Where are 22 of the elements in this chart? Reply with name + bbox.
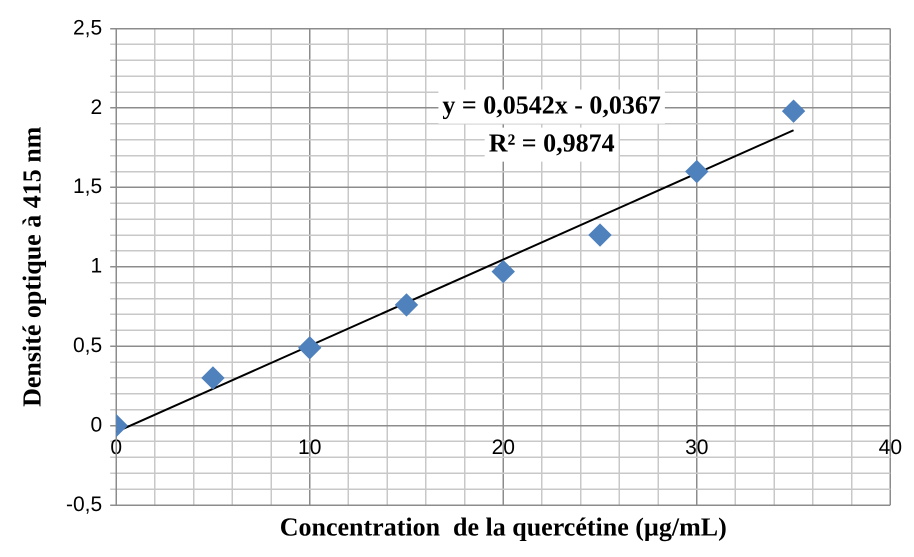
y-tick-label: -0,5: [66, 492, 102, 516]
y-tick-label: 1,5: [72, 175, 102, 198]
annotation: R² = 0,9874: [488, 128, 615, 158]
x-axis-title: Concentration de la quercétine (µg/mL): [280, 512, 727, 542]
y-tick-label: 1: [90, 254, 102, 278]
x-tick-label: 10: [298, 436, 322, 459]
y-tick-label: 0: [90, 413, 102, 436]
y-axis-title: Densité optique à 415 nm: [18, 126, 47, 407]
point: [394, 293, 418, 316]
y-tick-label: 0,5: [72, 334, 102, 357]
point: [492, 260, 515, 284]
point: [782, 100, 806, 123]
x-tick-label: 20: [492, 436, 515, 459]
point: [201, 366, 224, 390]
y-tick-label: 2,5: [72, 16, 102, 40]
point: [588, 224, 612, 247]
point: [298, 336, 322, 360]
y-tick-label: 2: [90, 96, 102, 119]
annotation: y = 0,0542x - 0,0367: [442, 90, 661, 120]
x-tick-label: 40: [878, 436, 902, 459]
x-tick-label: 30: [685, 436, 708, 459]
point: [685, 160, 708, 184]
